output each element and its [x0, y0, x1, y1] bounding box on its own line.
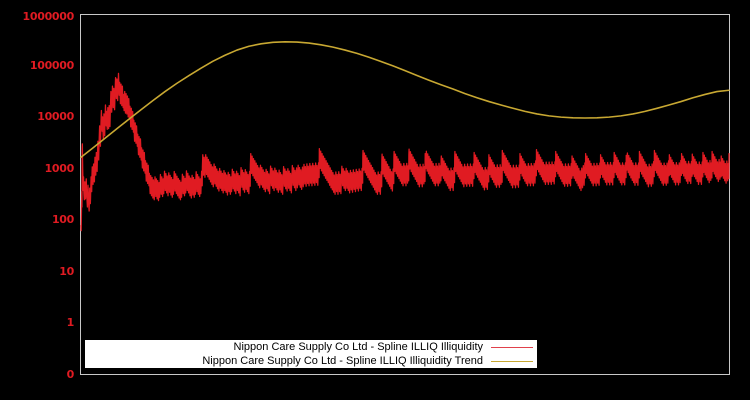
legend-swatch-illiquidity: [491, 342, 533, 353]
y-axis-tick-10: 10: [59, 265, 74, 278]
legend-label-illiquidity: Nippon Care Supply Co Ltd - Spline ILLIQ…: [233, 341, 483, 353]
y-axis-tick-0: 0: [66, 368, 75, 381]
y-axis-tick-100000: 100000: [29, 59, 74, 72]
y-axis-tick-1000000: 1000000: [22, 10, 75, 23]
series-line-illiquidity-trend: [80, 41, 730, 159]
legend-label-illiquidity-trend: Nippon Care Supply Co Ltd - Spline ILLIQ…: [202, 355, 483, 367]
series-line-illiquidity: [80, 72, 730, 232]
y-axis-tick-10000: 10000: [37, 110, 74, 123]
y-axis-tick-1: 1: [66, 316, 75, 329]
legend-swatch-illiquidity-trend: [491, 356, 533, 367]
legend-entry-illiquidity-trend: Nippon Care Supply Co Ltd - Spline ILLIQ…: [85, 354, 537, 368]
y-axis-tick-100: 100: [51, 213, 74, 226]
legend-entry-illiquidity: Nippon Care Supply Co Ltd - Spline ILLIQ…: [85, 340, 537, 354]
chart-legend: Nippon Care Supply Co Ltd - Spline ILLIQ…: [85, 340, 537, 368]
plot-frame: [80, 14, 730, 375]
y-axis-tick-1000: 1000: [44, 162, 75, 175]
series-layer: [80, 41, 730, 232]
